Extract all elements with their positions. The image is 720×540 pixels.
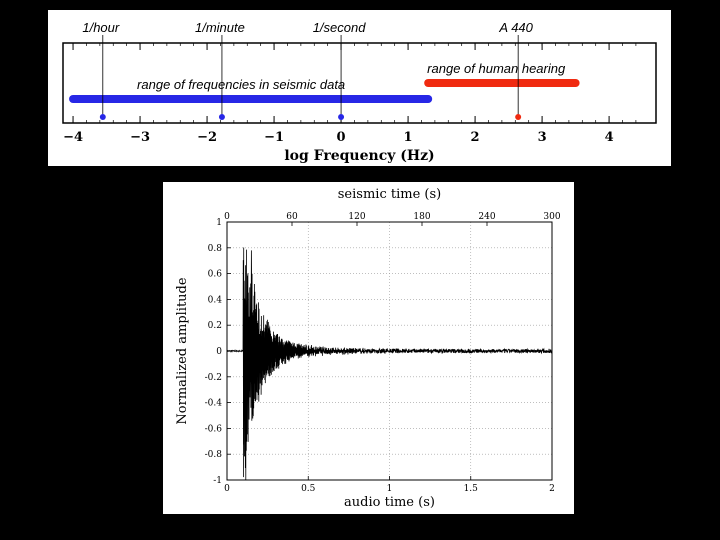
y-tick-label: -0.8 [205, 450, 223, 460]
frequency-range-chart-panel: −4 −3 −2 −1 0 1 2 3 4 log Frequency (Hz) range of … [48, 10, 671, 166]
x-tick-label: 1.5 [464, 484, 479, 494]
x-tick-label: −3 [130, 130, 150, 145]
point-label: 1/hour [82, 20, 120, 35]
frequency-point [338, 114, 345, 120]
frequency-point [218, 114, 225, 120]
top-tick-label: 0 [224, 212, 230, 222]
top-tick-label: 60 [286, 212, 298, 222]
point-label: 1/minute [195, 20, 245, 35]
y-tick-label: 0.6 [208, 270, 223, 280]
waveform-chart-panel: 0 0.5 1 1.5 2 0 60 120 180 240 300 1 0.8 0.6 0.4 0.2 0 -0… [163, 182, 574, 514]
y-tick-label: 0.2 [208, 321, 222, 331]
frequency-point [515, 114, 522, 120]
x-tick-label: 0 [337, 130, 346, 145]
x-tick-label: 0 [224, 484, 230, 494]
y-tick-label: -0.6 [205, 424, 223, 434]
range-label: range of frequencies in seismic data [137, 77, 345, 92]
top-tick-label: 240 [478, 212, 495, 222]
x-tick-label: 3 [538, 130, 547, 145]
x-tick-label: −4 [63, 130, 83, 145]
waveform-line [226, 247, 553, 481]
waveform-chart: 0 0.5 1 1.5 2 0 60 120 180 240 300 1 0.8 0.6 0.4 0.2 0 -0… [175, 187, 561, 510]
y-tick-label: -0.2 [205, 373, 222, 383]
top-axis-title: seismic time (s) [338, 187, 441, 202]
y-tick-label: 1 [216, 218, 222, 228]
x-tick-label: 2 [549, 484, 555, 494]
x-tick-label: 0.5 [301, 484, 316, 494]
x-tick-label: 2 [471, 130, 480, 145]
frequency-range-chart: −4 −3 −2 −1 0 1 2 3 4 log Frequency (Hz) range of … [62, 20, 657, 164]
x-axis-label: log Frequency (Hz) [284, 148, 434, 164]
y-tick-label: 0.4 [208, 295, 223, 305]
y-tick-label: 0 [216, 347, 222, 357]
top-tick-label: 120 [348, 212, 365, 222]
y-axis-label: Normalized amplitude [175, 277, 190, 424]
point-label: A 440 [498, 20, 533, 35]
x-tick-label: −2 [197, 130, 217, 145]
y-tick-label: -1 [213, 476, 222, 486]
x-tick-label: 1 [404, 130, 413, 145]
top-tick-label: 180 [413, 212, 430, 222]
range-label: range of human hearing [427, 61, 566, 76]
x-axis-label: audio time (s) [344, 495, 435, 510]
frequency-point [99, 114, 106, 120]
plot-frame [62, 42, 657, 124]
point-label: 1/second [313, 20, 367, 35]
x-tick-label: 4 [605, 130, 614, 145]
y-tick-label: 0.8 [208, 244, 223, 254]
x-tick-label: −1 [264, 130, 284, 145]
x-tick-label: 1 [387, 484, 393, 494]
y-tick-label: -0.4 [205, 399, 223, 409]
top-tick-label: 300 [543, 212, 560, 222]
